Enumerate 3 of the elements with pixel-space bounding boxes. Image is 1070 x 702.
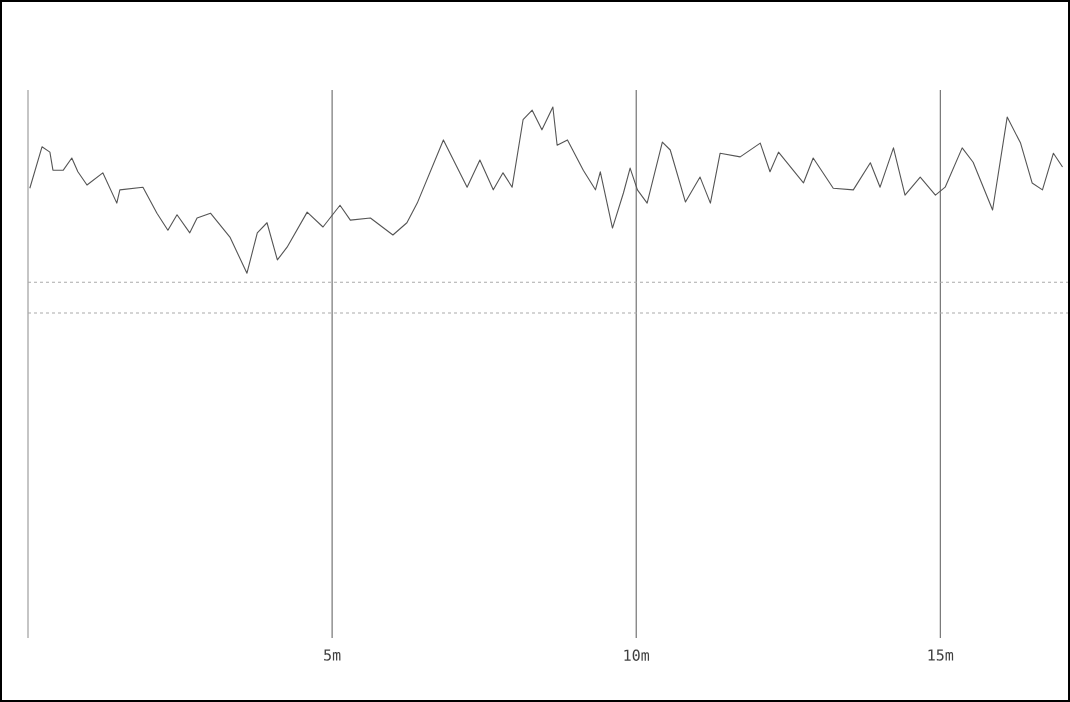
x-tick-label: 15m	[928, 649, 954, 661]
x-tick-label: 10m	[624, 649, 650, 661]
x-tick-label: 5m	[324, 649, 341, 661]
